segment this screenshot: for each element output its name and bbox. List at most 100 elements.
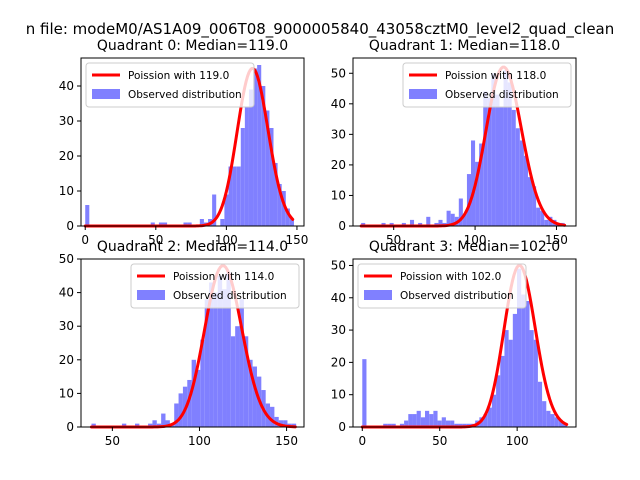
histogram-bar: [289, 219, 294, 226]
x-tick-label: 150: [545, 233, 568, 247]
x-tick-label: 50: [432, 434, 447, 448]
histogram-bar: [527, 177, 533, 226]
histogram-bar: [230, 336, 236, 427]
legend-poisson-label: Poission with 118.0: [445, 70, 546, 82]
x-tick-label: 150: [285, 233, 308, 247]
histogram-bar: [450, 213, 455, 226]
histogram-bar: [462, 213, 467, 226]
histogram-bar: [491, 73, 496, 227]
histogram-bar: [550, 414, 555, 427]
y-tick-label: 10: [59, 184, 74, 198]
histogram-bar: [244, 107, 249, 226]
legend-histogram-label: Observed distribution: [173, 290, 287, 302]
histogram-bar: [174, 403, 179, 427]
histogram-bar: [213, 292, 218, 427]
histogram-bar: [212, 194, 217, 226]
histogram-bar: [248, 89, 254, 226]
histogram-bar: [515, 128, 520, 226]
histogram-bar: [243, 336, 249, 427]
histogram-bar: [283, 420, 288, 427]
subplot-title: Quadrant 2: Median=114.0: [97, 239, 288, 255]
histogram-bar: [512, 313, 517, 427]
histogram-bar: [446, 210, 451, 226]
histogram-bar: [425, 410, 430, 427]
histogram-bar: [240, 128, 245, 226]
histogram-bar: [165, 420, 170, 427]
y-tick-label: 40: [59, 79, 74, 93]
subplot-quadrant-3: 0 50 100 0 10 20 30 40 50 Poission with 102.0 Obse…: [331, 239, 577, 448]
legend: Poission with 118.0 Observed distribution: [402, 62, 572, 108]
x-tick-label: 50: [105, 434, 120, 448]
histogram-bar: [499, 106, 504, 226]
y-tick-label: 30: [59, 319, 74, 333]
histogram-bar: [239, 299, 244, 427]
legend-poisson-label: Poission with 119.0: [128, 70, 229, 82]
legend-box: [130, 263, 300, 309]
histogram-bar: [199, 219, 204, 226]
y-tick-label: 0: [66, 420, 74, 434]
histogram-bar: [265, 110, 270, 226]
histogram-bar: [253, 68, 258, 226]
histogram-bar: [483, 91, 488, 226]
histogram-bar: [438, 219, 443, 226]
x-tick-label: 0: [358, 434, 366, 448]
legend: Poission with 102.0 Observed distribution: [357, 263, 527, 309]
histogram-bar: [479, 143, 484, 226]
axes-frame: [80, 258, 305, 428]
histogram-bar: [404, 420, 409, 427]
histogram-bar: [204, 299, 210, 427]
legend-poisson-label: Poission with 114.0: [173, 271, 274, 283]
y-tick-label: 20: [331, 158, 346, 172]
legend-box: [402, 62, 572, 108]
histogram-bar: [85, 205, 90, 226]
histogram-bar: [183, 222, 188, 226]
subplot-quadrant-2: 50 100 150 0 10 20 30 40 50 Poission with 114.0 Ob…: [59, 239, 305, 448]
legend-histogram-label: Observed distribution: [128, 89, 242, 101]
x-tick-label: 50: [148, 233, 163, 247]
histogram-bar: [270, 406, 275, 427]
histogram-bar: [517, 268, 522, 427]
histogram-bar: [191, 359, 196, 427]
histogram-bar: [381, 222, 386, 226]
histogram-bar: [399, 423, 405, 427]
y-tick-label: 30: [59, 114, 74, 128]
subplot-quadrant-1: 50 100 150 0 10 20 30 40 50 Poission with 118.0 Ob…: [331, 38, 577, 247]
y-tick-label: 10: [331, 188, 346, 202]
histogram-bar: [391, 423, 396, 427]
histogram-bar: [508, 339, 513, 427]
histogram-bar: [150, 222, 155, 226]
y-tick-label: 30: [331, 323, 346, 337]
legend: Poission with 114.0 Observed distribution: [130, 263, 300, 309]
y-tick-label: 10: [59, 386, 74, 400]
y-tick-label: 0: [338, 420, 346, 434]
y-tick-label: 0: [66, 219, 74, 233]
histogram-bar: [148, 423, 153, 427]
subplot-title: Quadrant 3: Median=102.0: [369, 239, 560, 255]
histogram-bar: [217, 275, 223, 427]
histogram-bar: [511, 109, 516, 226]
histogram-bar: [91, 423, 96, 427]
histogram-bar: [523, 155, 528, 226]
histogram-bar: [235, 326, 240, 427]
y-tick-label: 20: [331, 355, 346, 369]
y-tick-label: 40: [59, 286, 74, 300]
histogram-bar: [433, 410, 438, 427]
x-tick-label: 100: [188, 434, 211, 448]
x-tick-label: 0: [81, 233, 89, 247]
histogram-bar: [152, 420, 157, 427]
y-tick-label: 20: [59, 353, 74, 367]
histogram-bar: [540, 210, 545, 226]
histogram-bar: [416, 410, 421, 427]
histogram-bar: [458, 198, 463, 226]
histogram-bar: [178, 393, 183, 427]
subplot-title: Quadrant 0: Median=119.0: [97, 38, 288, 54]
histogram-bar: [163, 222, 168, 226]
histogram-bar: [361, 222, 366, 226]
legend-histogram-swatch: [137, 290, 165, 300]
x-tick-label: 150: [275, 434, 298, 448]
histogram-bar: [222, 289, 227, 427]
histogram-bar: [158, 222, 163, 226]
histogram-bar: [504, 330, 509, 427]
y-tick-label: 10: [331, 388, 346, 402]
histogram-bar: [209, 282, 214, 427]
